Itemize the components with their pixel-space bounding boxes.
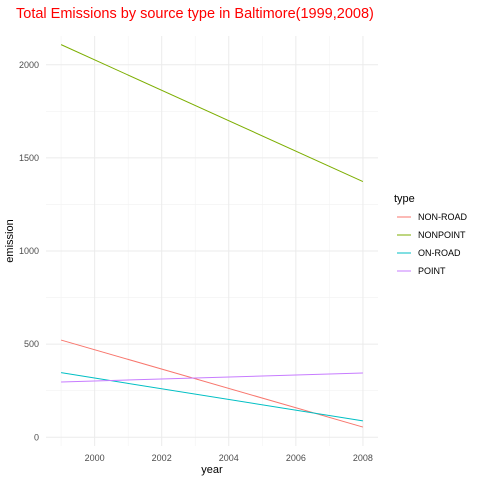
chart-title: Total Emissions by source type in Baltim… (16, 6, 374, 22)
y-tick-label: 1000 (19, 246, 39, 256)
x-tick-label: 2008 (353, 453, 373, 463)
legend-items: NON-ROAD NONPOINT ON-ROAD POINT (397, 212, 467, 276)
y-axis-ticks: 0 500 1000 1500 2000 (19, 60, 39, 443)
legend-label-on-road: ON-ROAD (418, 248, 461, 258)
legend-label-point: POINT (418, 266, 446, 276)
x-tick-label: 2000 (85, 453, 105, 463)
x-tick-label: 2006 (286, 453, 306, 463)
x-tick-label: 2002 (152, 453, 172, 463)
y-tick-label: 1500 (19, 153, 39, 163)
legend-title: type (394, 193, 415, 205)
y-axis-title: emission (4, 219, 16, 262)
x-tick-label: 2004 (219, 453, 239, 463)
legend-label-nonpoint: NONPOINT (418, 230, 466, 240)
grid (46, 36, 378, 446)
series-lines (60, 44, 364, 428)
legend-label-non-road: NON-ROAD (418, 212, 467, 222)
y-tick-label: 2000 (19, 60, 39, 70)
y-tick-label: 0 (34, 432, 39, 442)
y-tick-label: 500 (24, 339, 39, 349)
series-line-point (61, 372, 363, 383)
legend: type NON-ROAD NONPOINT ON-ROAD POINT (394, 193, 467, 276)
x-axis-ticks: 2000 2002 2004 2006 2008 (85, 453, 373, 463)
x-axis-title: year (201, 464, 223, 476)
series-line-nonpoint (60, 44, 364, 183)
